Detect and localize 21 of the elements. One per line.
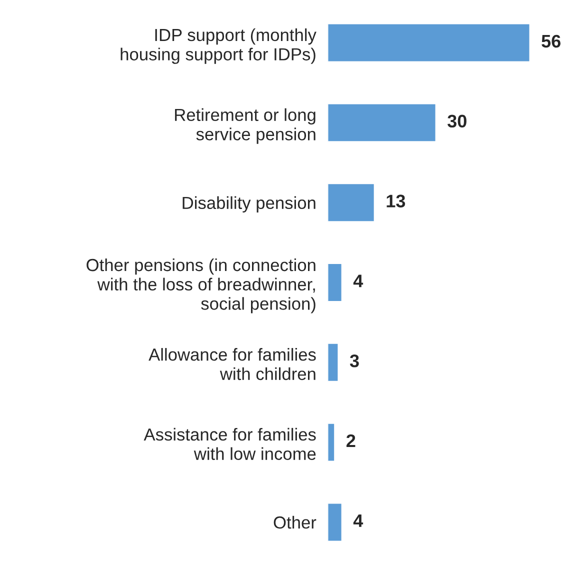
data-label: 56 [542, 34, 560, 48]
data-label: 4 [353, 514, 364, 527]
y-tick-label: Disability pension [182, 196, 316, 212]
bar [328, 182, 376, 222]
y-tick-label: Assistance for families with low income [144, 428, 316, 460]
y-tick-label: Retirement or long service pension [175, 108, 316, 144]
bar [328, 422, 336, 462]
y-tick-label: Other [274, 516, 316, 529]
data-label: 2 [346, 434, 356, 447]
y-tick-label: Other pensions (in connection with the loss of breadwinner, social pension) [86, 258, 316, 314]
data-label: 4 [353, 274, 364, 288]
bar [328, 502, 343, 542]
bar [328, 262, 343, 302]
data-label: 13 [386, 194, 406, 208]
data-label: 30 [448, 114, 466, 128]
bar [328, 342, 340, 382]
data-label: 3 [350, 354, 359, 368]
bar [328, 102, 437, 143]
y-tick-label: Allowance for families with children [148, 348, 316, 380]
y-tick-label: IDP support (monthly housing support for IDPs) [120, 28, 316, 64]
bar [328, 22, 531, 63]
